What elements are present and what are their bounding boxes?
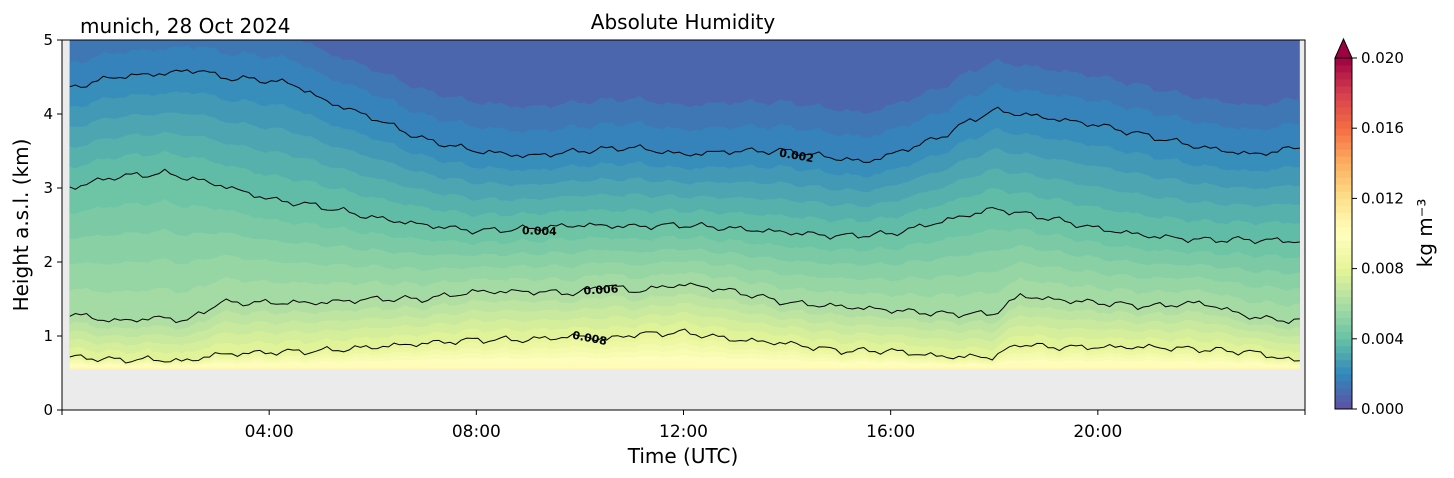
y-tick-label: 0 (43, 401, 53, 419)
colorbar-segment (1335, 121, 1352, 129)
contour-label-0.004: 0.004 (522, 224, 558, 238)
ground-area (62, 369, 1305, 410)
colorbar-frame (1334, 57, 1353, 410)
colorbar-segment (1335, 163, 1352, 171)
colorbar-segment (1335, 58, 1352, 66)
colorbar-segment (1335, 240, 1352, 248)
colorbar-segment (1335, 191, 1352, 199)
colorbar-segment (1335, 268, 1352, 277)
colorbar-segment (1335, 310, 1352, 319)
ground-mask (62, 369, 1305, 410)
y-tick-label: 1 (43, 327, 53, 345)
contour-line-0.006 (69, 282, 1300, 325)
colorbar-tick-label: 0.000 (1361, 400, 1404, 418)
colorbar-label: kg m⁻³ (1413, 199, 1437, 268)
y-tick-label: 4 (43, 105, 53, 123)
colorbar: 0.000 0.004 0.008 0.012 0.016 0.020 (1334, 37, 1404, 418)
x-tick-label: 08:00 (452, 422, 501, 442)
colorbar-segment (1335, 324, 1352, 333)
colorbar-segment (1335, 184, 1352, 192)
colorbar-segment (1335, 338, 1352, 347)
colorbar-segment (1335, 149, 1352, 157)
colorbar-tick-label: 0.012 (1361, 189, 1404, 207)
colorbar-segment (1335, 142, 1352, 150)
contour-lines (69, 69, 1300, 364)
colorbar-segment (1335, 254, 1352, 262)
colorbar-tick-label: 0.016 (1361, 119, 1404, 137)
colorbar-segment (1335, 394, 1352, 403)
colorbar-segment (1335, 352, 1352, 361)
contour-label-0.008: 0.008 (571, 329, 608, 348)
colorbar-segment (1335, 233, 1352, 241)
chart-title: Absolute Humidity (591, 10, 776, 34)
colorbar-tick-label: 0.020 (1361, 49, 1404, 67)
x-axis: 04:00 08:00 12:00 16:00 20:00 (61, 410, 1306, 442)
colorbar-segment (1335, 107, 1352, 115)
colorbar-segment (1335, 331, 1352, 340)
colorbar-segment (1335, 212, 1352, 220)
colorbar-segment (1335, 401, 1352, 410)
x-axis-label: Time (UTC) (627, 444, 739, 468)
colorbar-segment (1335, 86, 1352, 94)
colorbar-segment (1335, 170, 1352, 178)
colorbar-segment (1335, 373, 1352, 382)
colorbar-segment (1335, 282, 1352, 291)
colorbar-tick-label: 0.004 (1361, 330, 1404, 348)
location-date-label: munich, 28 Oct 2024 (80, 14, 290, 38)
x-tick-label: 20:00 (1073, 422, 1122, 442)
colorbar-segment (1335, 275, 1352, 284)
contour-line-0.004 (69, 168, 1300, 245)
plot-area: 0.002 0.004 0.006 0.008 (61, 39, 1306, 411)
y-tick-label: 3 (43, 179, 53, 197)
colorbar-segment (1335, 65, 1352, 73)
colorbar-tick-label: 0.008 (1361, 260, 1404, 278)
colorbar-extend-arrow (1334, 37, 1353, 59)
colorbar-segment (1335, 317, 1352, 326)
colorbar-segment (1335, 345, 1352, 354)
colorbar-segment (1335, 72, 1352, 80)
contour-line-0.002 (69, 69, 1300, 163)
contour-label-0.006: 0.006 (583, 282, 619, 297)
y-axis: 0 1 2 3 4 5 (43, 31, 62, 419)
colorbar-segment (1335, 114, 1352, 122)
contour-label-0.002: 0.002 (778, 147, 814, 166)
y-tick-label: 5 (43, 31, 53, 49)
colorbar-segment (1335, 100, 1352, 108)
colorbar-segment (1335, 226, 1352, 234)
x-tick-label: 12:00 (659, 422, 708, 442)
colorbar-segment (1335, 296, 1352, 305)
colorbar-segment (1335, 247, 1352, 255)
colorbar-segment (1335, 205, 1352, 213)
colorbar-segment (1335, 93, 1352, 101)
x-tick-label: 04:00 (245, 422, 294, 442)
colorbar-segment (1335, 359, 1352, 368)
colorbar-segment (1335, 261, 1352, 269)
y-axis-label: Height a.s.l. (km) (9, 139, 33, 312)
colorbar-segment (1335, 303, 1352, 312)
x-tick-label: 16:00 (866, 422, 915, 442)
colorbar-segment (1335, 135, 1352, 143)
colorbar-segment (1335, 219, 1352, 227)
colorbar-segment (1335, 289, 1352, 298)
colorbar-segment (1335, 198, 1352, 206)
filled-contour-bands (69, 40, 1300, 410)
colorbar-segment (1335, 387, 1352, 396)
colorbar-segment (1335, 79, 1352, 87)
colorbar-segment (1335, 128, 1352, 136)
contour-labels: 0.002 0.004 0.006 0.008 (522, 147, 815, 348)
contour-line-0.008 (69, 328, 1300, 364)
colorbar-segment (1335, 177, 1352, 185)
colorbar-segment (1335, 366, 1352, 375)
colorbar-segment (1335, 156, 1352, 164)
y-tick-label: 2 (43, 253, 53, 271)
colorbar-segment (1335, 380, 1352, 389)
